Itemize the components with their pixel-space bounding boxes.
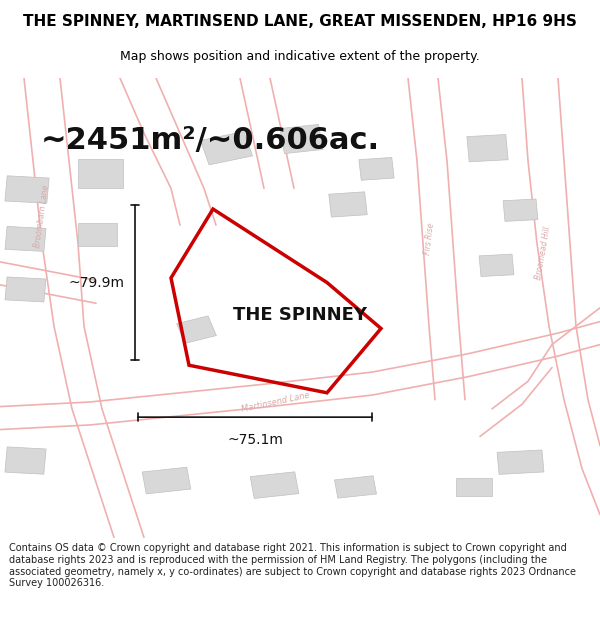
Polygon shape (5, 447, 46, 474)
Text: Firs Rise: Firs Rise (422, 222, 436, 256)
Polygon shape (479, 254, 514, 276)
Text: THE SPINNEY, MARTINSEND LANE, GREAT MISSENDEN, HP16 9HS: THE SPINNEY, MARTINSEND LANE, GREAT MISS… (23, 14, 577, 29)
Polygon shape (335, 476, 376, 498)
Polygon shape (467, 134, 508, 162)
Polygon shape (200, 131, 253, 165)
Text: ~75.1m: ~75.1m (227, 433, 283, 447)
Polygon shape (280, 124, 323, 154)
Polygon shape (329, 192, 367, 217)
Text: Contains OS data © Crown copyright and database right 2021. This information is : Contains OS data © Crown copyright and d… (9, 544, 576, 588)
Polygon shape (5, 176, 49, 203)
Polygon shape (503, 199, 538, 221)
Text: Broombarn Lane: Broombarn Lane (33, 184, 51, 248)
Polygon shape (78, 223, 117, 246)
Text: Martinsend Lane: Martinsend Lane (241, 391, 311, 414)
Polygon shape (250, 472, 299, 499)
Text: ~2451m²/~0.606ac.: ~2451m²/~0.606ac. (40, 126, 380, 154)
Polygon shape (359, 158, 394, 180)
Polygon shape (78, 159, 123, 188)
Text: Broomead Hill: Broomead Hill (534, 226, 552, 280)
Text: Map shows position and indicative extent of the property.: Map shows position and indicative extent… (120, 50, 480, 62)
Polygon shape (456, 478, 492, 496)
Polygon shape (5, 277, 46, 302)
Polygon shape (176, 316, 217, 343)
Polygon shape (497, 450, 544, 474)
Text: ~79.9m: ~79.9m (68, 276, 124, 289)
Polygon shape (5, 226, 46, 251)
Text: THE SPINNEY: THE SPINNEY (233, 306, 367, 324)
Polygon shape (142, 468, 191, 494)
